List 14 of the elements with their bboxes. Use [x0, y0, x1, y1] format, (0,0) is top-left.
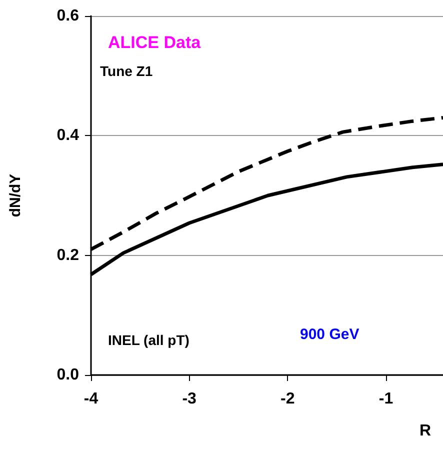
- x-axis-title: R: [419, 422, 432, 440]
- annotation: INEL (all pT): [108, 332, 190, 348]
- annotation: Tune Z1: [100, 63, 153, 79]
- y-tick-label: 0.6: [56, 8, 80, 24]
- x-tick-label: -4: [84, 390, 98, 408]
- y-axis-title: dN/dY: [7, 174, 24, 218]
- y-tick-label: 0.2: [56, 246, 80, 264]
- x-tick-label: -2: [280, 390, 295, 408]
- y-tick-label: 0.4: [56, 127, 80, 144]
- x-tick-label: -3: [182, 390, 197, 408]
- x-tick-label: -1: [378, 390, 394, 408]
- y-tick-label: 0.0: [56, 366, 80, 384]
- annotation: ALICE Data: [108, 33, 202, 52]
- annotation: 900 GeV: [300, 326, 360, 343]
